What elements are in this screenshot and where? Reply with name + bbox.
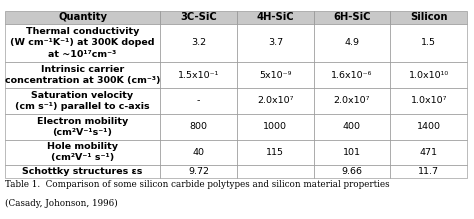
Bar (160, 165, 237, 178)
Bar (314, 11, 390, 24)
Text: -: - (197, 96, 201, 105)
Bar (5, 114, 160, 140)
Text: 1400: 1400 (417, 122, 441, 131)
Bar (390, 165, 467, 178)
Bar (390, 11, 467, 24)
Bar (390, 62, 467, 88)
Text: 800: 800 (190, 122, 208, 131)
Text: 9.66: 9.66 (341, 167, 363, 176)
Text: 1.6x10⁻⁶: 1.6x10⁻⁶ (331, 71, 373, 80)
Text: 101: 101 (343, 148, 361, 157)
Text: 2.0x10⁷: 2.0x10⁷ (334, 96, 370, 105)
Bar (314, 140, 390, 165)
Bar (160, 24, 237, 62)
Text: 400: 400 (343, 122, 361, 131)
Bar (390, 24, 467, 62)
Bar (5, 62, 160, 88)
Text: 115: 115 (266, 148, 284, 157)
Bar (5, 24, 160, 62)
Text: Schottky structures εs: Schottky structures εs (22, 167, 143, 176)
Bar (237, 140, 314, 165)
Bar (237, 24, 314, 62)
Bar (390, 140, 467, 165)
Text: 471: 471 (419, 148, 438, 157)
Bar (5, 11, 160, 24)
Text: Intrinsic carrier
concentration at 300K (cm⁻³): Intrinsic carrier concentration at 300K … (5, 65, 160, 85)
Bar (237, 114, 314, 140)
Text: 5x10⁻⁹: 5x10⁻⁹ (259, 71, 292, 80)
Text: 40: 40 (192, 148, 205, 157)
Bar (5, 140, 160, 165)
Bar (314, 88, 390, 114)
Bar (390, 114, 467, 140)
Text: 1000: 1000 (264, 122, 287, 131)
Bar (314, 24, 390, 62)
Text: Saturation velocity
(cm s⁻¹) parallel to c-axis: Saturation velocity (cm s⁻¹) parallel to… (15, 91, 150, 111)
Text: 3C-SiC: 3C-SiC (180, 12, 217, 22)
Bar (390, 88, 467, 114)
Text: 9.72: 9.72 (188, 167, 209, 176)
Bar (160, 62, 237, 88)
Bar (237, 165, 314, 178)
Text: 2.0x10⁷: 2.0x10⁷ (257, 96, 293, 105)
Text: Silicon: Silicon (410, 12, 447, 22)
Bar (160, 88, 237, 114)
Text: 11.7: 11.7 (418, 167, 439, 176)
Text: 1.5x10⁻¹: 1.5x10⁻¹ (178, 71, 219, 80)
Bar (160, 114, 237, 140)
Text: 3.7: 3.7 (268, 39, 283, 48)
Text: 1.5: 1.5 (421, 39, 436, 48)
Text: Electron mobility
(cm²V⁻¹s⁻¹): Electron mobility (cm²V⁻¹s⁻¹) (37, 117, 128, 137)
Text: 3.2: 3.2 (191, 39, 206, 48)
Bar (5, 88, 160, 114)
Bar (237, 11, 314, 24)
Text: (Casady, Johonson, 1996): (Casady, Johonson, 1996) (5, 199, 118, 208)
Bar (160, 140, 237, 165)
Text: Table 1.  Comparison of some silicon carbide polytypes and silicon material prop: Table 1. Comparison of some silicon carb… (5, 180, 389, 189)
Text: Quantity: Quantity (58, 12, 107, 22)
Text: 4H-SiC: 4H-SiC (256, 12, 294, 22)
Text: 1.0x10⁷: 1.0x10⁷ (410, 96, 447, 105)
Text: 1.0x10¹⁰: 1.0x10¹⁰ (409, 71, 449, 80)
Text: 6H-SiC: 6H-SiC (333, 12, 371, 22)
Bar (314, 62, 390, 88)
Bar (160, 11, 237, 24)
Text: 4.9: 4.9 (345, 39, 359, 48)
Bar (237, 62, 314, 88)
Text: Thermal conductivity
(W cm⁻¹K⁻¹) at 300K doped
at ~10¹⁷cm⁻³: Thermal conductivity (W cm⁻¹K⁻¹) at 300K… (10, 27, 155, 58)
Bar (5, 165, 160, 178)
Bar (314, 114, 390, 140)
Bar (314, 165, 390, 178)
Bar (237, 88, 314, 114)
Text: Hole mobility
(cm²V⁻¹ s⁻¹): Hole mobility (cm²V⁻¹ s⁻¹) (47, 142, 118, 162)
